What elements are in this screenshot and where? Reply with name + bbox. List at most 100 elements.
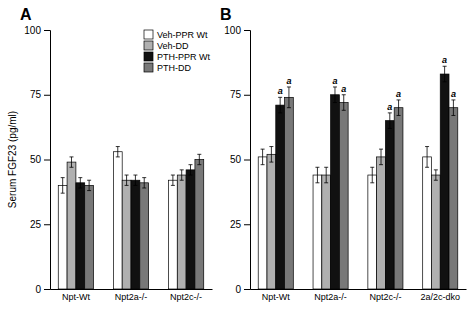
tick-label: 50	[230, 154, 242, 165]
axis-line	[244, 31, 251, 290]
error-line	[372, 167, 373, 183]
bar	[322, 175, 331, 289]
tick-label: Npt-Wt	[62, 292, 90, 302]
tick-mark	[244, 95, 250, 96]
axis-line	[44, 31, 51, 290]
tick-mark	[44, 224, 50, 225]
error-bar	[379, 149, 383, 165]
annotation: a	[387, 102, 392, 112]
error-line	[334, 87, 335, 103]
error-bar	[69, 157, 73, 167]
tick-mark	[244, 224, 250, 225]
error-cap	[434, 180, 438, 181]
y-axis: 0255075100	[24, 25, 50, 295]
error-cap	[133, 175, 137, 176]
bar	[140, 183, 149, 289]
error-cap	[324, 182, 328, 183]
error-cap	[315, 167, 319, 168]
tick-label: 100	[224, 25, 241, 36]
tick-label: 0	[35, 284, 41, 295]
tick-label: 2a/2c-dko	[420, 292, 460, 302]
bar	[449, 108, 458, 289]
tick: Npt2a-/-	[314, 292, 347, 302]
error-cap	[87, 190, 91, 191]
chart: 0255075100Npt-WtNpt2a-/-Npt2c-/-ASerum F…	[0, 0, 474, 315]
bar	[195, 160, 204, 290]
tick: 50	[30, 154, 50, 165]
tick: Npt2c-/-	[369, 292, 401, 302]
error-cap	[269, 146, 273, 147]
error-cap	[171, 185, 175, 186]
error-cap	[388, 112, 392, 113]
error-cap	[342, 94, 346, 95]
bar	[186, 170, 195, 289]
error-bar	[315, 167, 319, 183]
bar	[258, 157, 267, 289]
legend-label: PTH-DD	[157, 63, 191, 73]
series	[85, 154, 204, 289]
error-cap	[197, 164, 201, 165]
tick-label: 25	[30, 219, 42, 230]
tick-label: 75	[30, 89, 42, 100]
error-line	[62, 178, 63, 194]
error-bar	[269, 147, 273, 163]
error-line	[199, 154, 200, 164]
y-axis: 0255075100	[224, 25, 250, 295]
error-cap	[451, 99, 455, 100]
tick: Npt-Wt	[262, 292, 290, 302]
bar	[113, 152, 122, 289]
error-bar	[197, 154, 201, 164]
error-bar	[434, 170, 438, 180]
error-bar	[87, 180, 91, 190]
error-cap	[133, 185, 137, 186]
error-bar	[388, 113, 392, 129]
error-cap	[278, 97, 282, 98]
error-bar	[342, 95, 346, 111]
error-bar	[180, 170, 184, 180]
legend-swatch	[144, 63, 153, 72]
bar	[377, 157, 386, 289]
error-bar	[324, 167, 328, 183]
error-line	[288, 87, 289, 108]
error-line	[317, 167, 318, 183]
legend-label: PTH-PPR Wt	[157, 52, 210, 62]
error-cap	[189, 164, 193, 165]
bar	[131, 180, 140, 289]
error-bar	[278, 97, 282, 113]
error-cap	[379, 164, 383, 165]
bar	[431, 175, 440, 289]
error-line	[262, 149, 263, 165]
error-cap	[315, 182, 319, 183]
error-line	[71, 157, 72, 167]
error-bar	[142, 178, 146, 188]
title: B	[220, 6, 232, 23]
marks	[58, 147, 203, 289]
error-bar	[370, 167, 374, 183]
annotations: aaaaaaaa	[278, 55, 456, 112]
error-line	[190, 165, 191, 175]
error-cap	[425, 167, 429, 168]
annotation: a	[341, 84, 346, 94]
bar	[168, 180, 177, 289]
tick-mark	[44, 30, 50, 31]
error-cap	[434, 169, 438, 170]
series	[67, 157, 186, 289]
error-cap	[125, 185, 129, 186]
bar	[85, 185, 94, 289]
error-cap	[388, 128, 392, 129]
tick-label: 25	[230, 219, 242, 230]
error-cap	[116, 146, 120, 147]
error-line	[135, 175, 136, 185]
error-line	[326, 167, 327, 183]
tick: 50	[230, 154, 250, 165]
legend-label: Veh-PPR Wt	[157, 30, 208, 40]
bar	[67, 162, 76, 289]
error-cap	[287, 86, 291, 87]
legend-swatch	[144, 41, 153, 50]
error-cap	[261, 164, 265, 165]
error-cap	[142, 177, 146, 178]
bar	[423, 157, 432, 289]
bar	[285, 97, 294, 289]
error-cap	[342, 110, 346, 111]
legend: Veh-PPR WtVeh-DDPTH-PPR WtPTH-DD	[144, 30, 210, 73]
